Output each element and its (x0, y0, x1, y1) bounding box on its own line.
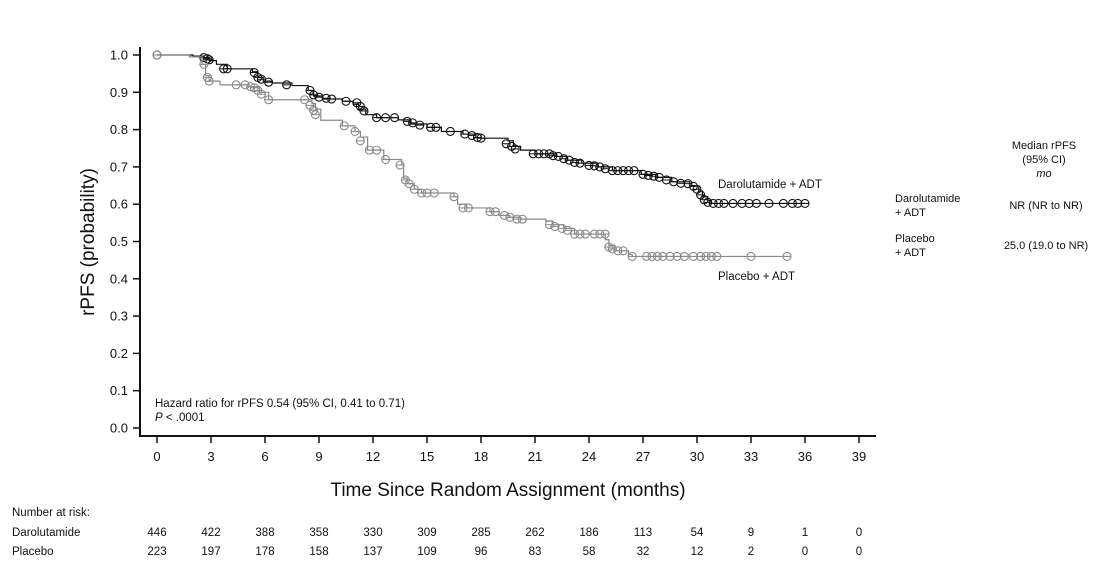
p-value-annotation: P < .0001 (155, 412, 205, 424)
x-tick-label: 18 (474, 449, 488, 464)
curve-label-darolutamide: Darolutamide + ADT (718, 179, 822, 191)
y-tick-label: 0.4 (110, 271, 128, 286)
y-ticks: 0.0 0.1 0.2 0.3 0.4 0.5 0.6 0.7 0.8 0.9 1.0 (110, 48, 140, 436)
risk-value-darolutamide: 1 (802, 527, 808, 539)
risk-table-title: Number at risk: (12, 507, 90, 519)
x-axis-title: Time Since Random Assignment (months) (330, 480, 685, 501)
x-tick-label: 27 (636, 449, 650, 464)
y-tick-label: 0.3 (110, 309, 128, 324)
x-tick-label: 0 (153, 449, 160, 464)
y-tick-label: 0.5 (110, 234, 128, 249)
hazard-ratio-annotation: Hazard ratio for rPFS 0.54 (95% CI, 0.41… (155, 398, 405, 410)
risk-value-darolutamide: 113 (634, 527, 652, 539)
median-row-placebo-arm1: Placebo (895, 233, 935, 245)
risk-values: 446 422 388 358 330 309 285 262 186 113 54 9 1 0 223 19… (147, 527, 862, 558)
risk-value-placebo: 109 (417, 546, 436, 558)
risk-value-placebo: 32 (637, 546, 650, 558)
risk-value-placebo: 58 (583, 546, 596, 558)
x-tick-label: 33 (744, 449, 758, 464)
risk-value-darolutamide: 422 (201, 527, 220, 539)
x-tick-label: 3 (207, 449, 214, 464)
risk-value-darolutamide: 285 (471, 527, 490, 539)
risk-value-placebo: 12 (691, 546, 704, 558)
x-tick-label: 36 (798, 449, 812, 464)
curve-label-placebo: Placebo + ADT (718, 271, 795, 283)
median-row-darolutamide-arm1: Darolutamide (895, 193, 960, 205)
risk-value-darolutamide: 309 (417, 527, 436, 539)
risk-value-darolutamide: 0 (856, 527, 862, 539)
x-tick-label: 24 (582, 449, 596, 464)
risk-value-darolutamide: 54 (691, 527, 704, 539)
series-group (152, 50, 810, 261)
risk-value-darolutamide: 186 (579, 527, 598, 539)
risk-value-placebo: 158 (309, 546, 328, 558)
x-tick-label: 12 (366, 449, 380, 464)
x-tick-label: 6 (261, 449, 268, 464)
x-ticks: 0 3 6 9 12 15 18 21 24 27 30 33 36 39 (153, 436, 866, 464)
median-row-darolutamide-value: NR (NR to NR) (1009, 200, 1082, 212)
risk-value-placebo: 223 (147, 546, 166, 558)
risk-value-placebo: 197 (201, 546, 220, 558)
risk-row-label-placebo: Placebo (12, 546, 54, 558)
risk-table: Number at risk: Darolutamide Placebo 446… (12, 507, 862, 558)
median-table: Median rPFS (95% CI) mo Darolutamide + A… (895, 140, 1088, 259)
x-tick-label: 15 (420, 449, 434, 464)
risk-value-placebo: 137 (363, 546, 382, 558)
p-value: < .0001 (163, 412, 205, 424)
axes (139, 47, 876, 437)
risk-value-darolutamide: 262 (525, 527, 544, 539)
y-tick-label: 0.9 (110, 85, 128, 100)
median-header-line3: mo (1036, 168, 1051, 180)
risk-value-placebo: 2 (748, 546, 754, 558)
x-tick-label: 30 (690, 449, 704, 464)
risk-value-darolutamide: 330 (363, 527, 382, 539)
y-tick-label: 0.7 (110, 159, 128, 174)
median-header-line1: Median rPFS (1012, 140, 1076, 152)
risk-value-placebo: 0 (856, 546, 862, 558)
x-tick-label: 39 (852, 449, 866, 464)
risk-value-darolutamide: 446 (147, 527, 166, 539)
median-row-placebo-value: 25.0 (19.0 to NR) (1004, 240, 1088, 252)
y-tick-label: 0.8 (110, 122, 128, 137)
y-tick-label: 1.0 (110, 48, 128, 63)
y-tick-label: 0.2 (110, 346, 128, 361)
median-row-darolutamide-arm2: + ADT (895, 207, 926, 219)
risk-value-placebo: 83 (529, 546, 542, 558)
risk-value-darolutamide: 358 (309, 527, 328, 539)
median-row-placebo-arm2: + ADT (895, 247, 926, 259)
risk-value-placebo: 178 (255, 546, 274, 558)
risk-value-placebo: 0 (802, 546, 808, 558)
y-tick-label: 0.0 (110, 421, 128, 436)
risk-row-label-darolutamide: Darolutamide (12, 527, 80, 539)
risk-value-darolutamide: 9 (748, 527, 754, 539)
y-tick-label: 0.1 (110, 383, 128, 398)
y-tick-label: 0.6 (110, 197, 128, 212)
risk-value-placebo: 96 (475, 546, 488, 558)
x-tick-label: 21 (528, 449, 542, 464)
y-axis-title: rPFS (probability) (78, 168, 99, 316)
median-header-line2: (95% CI) (1022, 154, 1065, 166)
risk-value-darolutamide: 388 (255, 527, 274, 539)
x-tick-label: 9 (315, 449, 322, 464)
p-symbol: P (155, 412, 163, 424)
